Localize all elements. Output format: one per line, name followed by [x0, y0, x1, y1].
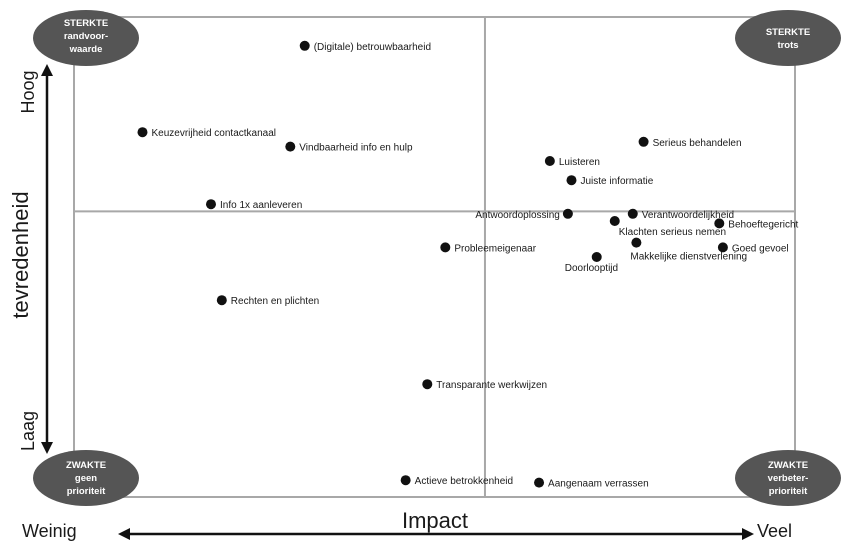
data-point-dot [534, 477, 545, 488]
corner-bottom-left-line3: prioriteit [67, 486, 106, 497]
data-point-label: Rechten en plichten [231, 296, 319, 307]
corner-top-right-line2: trots [777, 40, 798, 51]
corner-bottom-left-line2: geen [75, 473, 97, 484]
corner-bottom-right-line3: prioriteit [769, 486, 808, 497]
data-point-dot [717, 242, 728, 253]
data-point-dot [609, 216, 620, 226]
corner-bottom-left-line1: ZWAKTE [66, 460, 106, 471]
x-axis-title: Impact [402, 508, 468, 533]
data-point-label: Transparante werkwijzen [436, 380, 547, 391]
corner-bottom-right-badge [735, 450, 841, 506]
data-point-dot [627, 208, 638, 219]
data-points: (Digitale) betrouwbaarheid Keuzevrijheid … [137, 40, 799, 490]
corner-bottom-left-badge [33, 450, 139, 506]
data-point-dot [299, 40, 310, 51]
data-point-dot [631, 237, 642, 248]
data-point-label: Keuzevrijheid contactkanaal [151, 128, 276, 139]
corner-bottom-left: ZWAKTE geen prioriteit [33, 450, 139, 506]
data-point-label: Goed gevoel [732, 243, 789, 254]
y-axis-high-label: Hoog [18, 70, 38, 113]
data-point-label: Actieve betrokkenheid [415, 476, 513, 487]
data-point-label: Luisteren [559, 157, 600, 168]
corner-top-right: STERKTE trots [735, 10, 841, 66]
corner-top-left: STERKTE randvoor- waarde [33, 10, 139, 66]
data-point-label: Probleemeigenaar [454, 243, 536, 254]
plot-frame [73, 16, 796, 498]
data-point-label: Aangenaam verrassen [548, 479, 649, 490]
data-point-label: Antwoordoplossing [475, 210, 560, 221]
x-axis-arrow-right-head [742, 528, 754, 540]
data-point-dot [562, 208, 573, 219]
x-axis-high-label: Veel [757, 521, 792, 541]
corner-bottom-right-line2: verbeter- [768, 473, 809, 484]
data-point-dot [591, 252, 602, 262]
data-point-label: Klachten serieus nemen [619, 227, 726, 238]
corner-bottom-right: ZWAKTE verbeter- prioriteit [735, 450, 841, 506]
corner-top-left-line1: STERKTE [64, 18, 108, 29]
data-point-dot [205, 199, 216, 210]
data-point-dot [544, 156, 555, 166]
data-point-label: Vindbaarheid info en hulp [299, 143, 413, 154]
data-point-dot [137, 127, 148, 138]
data-point-label: Verantwoordelijkheid [642, 210, 734, 221]
data-point-label: (Digitale) betrouwbaarheid [314, 42, 431, 53]
corner-top-left-badge [33, 10, 139, 66]
data-point-label: Behoeftegericht [728, 219, 798, 230]
data-point-dot [400, 475, 411, 486]
data-point-label: Info 1x aanleveren [220, 200, 302, 211]
corner-top-left-line3: waarde [69, 44, 103, 55]
data-point-dot [422, 379, 433, 390]
data-point-dot [440, 242, 451, 253]
y-axis-low-label: Laag [18, 411, 38, 451]
data-point-dot [216, 295, 227, 306]
x-axis-arrow-left-head [118, 528, 130, 540]
corner-bottom-right-line1: ZWAKTE [768, 460, 808, 471]
data-point-label: Doorlooptijd [565, 263, 618, 274]
corner-top-right-line1: STERKTE [766, 27, 810, 38]
y-axis-title: tevredenheid [8, 191, 33, 318]
corner-top-right-badge [735, 10, 841, 66]
data-point-dot [566, 175, 577, 186]
x-axis-low-label: Weinig [22, 521, 77, 541]
data-point-label: Juiste informatie [580, 176, 653, 187]
data-point-label: Serieus behandelen [653, 138, 742, 149]
corner-top-left-line2: randvoor- [64, 31, 108, 42]
data-point-dot [285, 141, 296, 152]
y-axis-arrow-up-head [41, 64, 53, 76]
data-point-dot [638, 136, 649, 147]
data-point-dot [714, 218, 725, 229]
data-point-label: Makkelijke dienstverlening [630, 252, 747, 263]
y-axis-arrow-down-head [41, 442, 53, 454]
